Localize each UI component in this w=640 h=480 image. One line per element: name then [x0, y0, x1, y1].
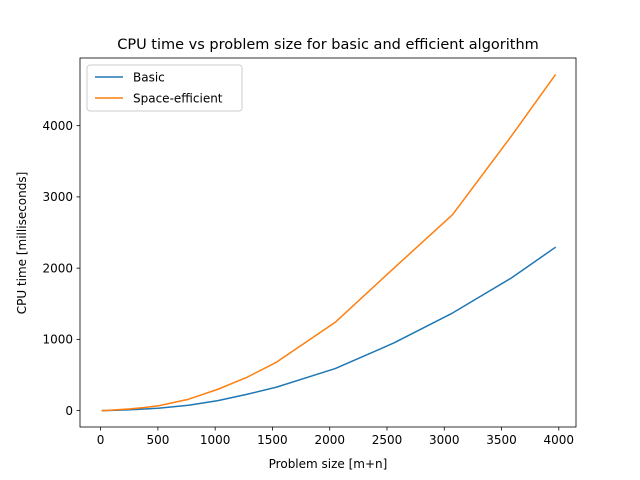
x-tick-label: 2000 — [314, 433, 345, 447]
y-tick-label: 3000 — [42, 190, 73, 204]
x-tick-label: 1500 — [257, 433, 288, 447]
series-line-basic — [101, 246, 557, 412]
y-tick-label: 4000 — [42, 119, 73, 133]
x-tick-label: 500 — [146, 433, 169, 447]
x-tick-label: 0 — [97, 433, 105, 447]
x-tick-label: 1000 — [200, 433, 231, 447]
legend-label: Basic — [133, 70, 165, 84]
x-tick-label: 4000 — [544, 433, 575, 447]
series-line-space-efficient — [101, 74, 557, 412]
legend-box — [86, 64, 243, 112]
x-tick-label: 3000 — [429, 433, 460, 447]
x-tick-label: 2500 — [372, 433, 403, 447]
y-tick-label: 0 — [65, 404, 73, 418]
x-axis-label: Problem size [m+n] — [269, 457, 388, 471]
y-tick-label: 2000 — [42, 261, 73, 275]
y-axis: 0 1000 2000 3000 4000 — [42, 119, 80, 418]
y-tick-label: 1000 — [42, 333, 73, 347]
x-tick-label: 3500 — [486, 433, 517, 447]
y-axis-label: CPU time [milliseconds] — [15, 172, 29, 315]
plot-frame — [79, 57, 577, 428]
plot-area — [79, 57, 577, 428]
legend: Basic Space-efficient — [86, 64, 243, 112]
legend-label: Space-efficient — [133, 91, 223, 105]
x-axis: 0 500 1000 1500 2000 2500 3000 3500 4000 — [97, 427, 574, 447]
chart-title: CPU time vs problem size for basic and e… — [117, 37, 539, 53]
